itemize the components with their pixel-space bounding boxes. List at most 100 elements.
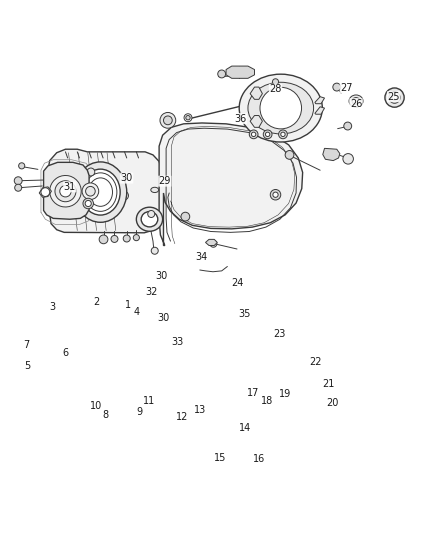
Polygon shape xyxy=(159,123,302,246)
Text: 28: 28 xyxy=(269,84,281,94)
Circle shape xyxy=(148,211,154,217)
Circle shape xyxy=(180,212,189,221)
Text: 25: 25 xyxy=(387,92,399,102)
Text: 18: 18 xyxy=(260,396,272,406)
Ellipse shape xyxy=(60,185,71,197)
Ellipse shape xyxy=(136,207,162,231)
Text: 34: 34 xyxy=(194,252,207,262)
Ellipse shape xyxy=(150,187,158,192)
Ellipse shape xyxy=(49,175,81,207)
Circle shape xyxy=(343,122,351,130)
Text: 22: 22 xyxy=(309,357,321,367)
Text: 10: 10 xyxy=(90,401,102,410)
Text: 6: 6 xyxy=(62,348,68,358)
Ellipse shape xyxy=(351,98,359,104)
Ellipse shape xyxy=(239,74,321,142)
Circle shape xyxy=(217,70,225,78)
Text: 1: 1 xyxy=(124,300,131,310)
Circle shape xyxy=(270,189,280,200)
Text: 30: 30 xyxy=(155,271,167,281)
Circle shape xyxy=(123,235,130,242)
Circle shape xyxy=(111,236,118,243)
Text: 17: 17 xyxy=(247,389,259,398)
Polygon shape xyxy=(314,107,324,114)
Text: 15: 15 xyxy=(214,453,226,463)
Polygon shape xyxy=(322,148,339,160)
Circle shape xyxy=(14,184,21,191)
Polygon shape xyxy=(48,149,161,233)
Ellipse shape xyxy=(81,169,120,215)
Text: 30: 30 xyxy=(157,313,169,323)
Polygon shape xyxy=(43,163,89,219)
Circle shape xyxy=(272,79,278,85)
Circle shape xyxy=(280,132,285,136)
Text: 14: 14 xyxy=(238,423,251,433)
Polygon shape xyxy=(250,87,262,99)
Text: 2: 2 xyxy=(93,297,99,308)
Text: 31: 31 xyxy=(64,182,76,192)
Circle shape xyxy=(285,150,293,159)
Text: 9: 9 xyxy=(137,407,143,417)
Circle shape xyxy=(83,198,93,209)
Text: 8: 8 xyxy=(102,410,109,421)
Circle shape xyxy=(278,130,287,139)
Text: 3: 3 xyxy=(49,302,55,312)
Ellipse shape xyxy=(391,95,396,100)
Text: 4: 4 xyxy=(133,308,139,318)
Polygon shape xyxy=(205,239,217,246)
Text: 27: 27 xyxy=(339,83,352,93)
Circle shape xyxy=(249,130,258,139)
Circle shape xyxy=(14,177,22,184)
Text: 5: 5 xyxy=(24,361,30,372)
Text: 24: 24 xyxy=(231,278,244,288)
Circle shape xyxy=(133,235,139,241)
Circle shape xyxy=(332,83,340,91)
Text: 29: 29 xyxy=(158,176,170,186)
Ellipse shape xyxy=(348,95,362,107)
Polygon shape xyxy=(226,66,254,78)
Circle shape xyxy=(99,235,108,244)
Ellipse shape xyxy=(259,87,301,129)
Text: 11: 11 xyxy=(142,396,154,406)
Circle shape xyxy=(184,114,191,122)
Polygon shape xyxy=(250,116,262,127)
Text: 33: 33 xyxy=(171,337,184,347)
Text: 30: 30 xyxy=(120,173,133,183)
Text: 36: 36 xyxy=(234,114,246,124)
Ellipse shape xyxy=(74,162,127,222)
Text: 16: 16 xyxy=(252,454,265,464)
Polygon shape xyxy=(314,96,324,104)
Circle shape xyxy=(185,116,190,120)
Polygon shape xyxy=(39,187,51,197)
Circle shape xyxy=(163,116,172,125)
Circle shape xyxy=(209,240,216,247)
Ellipse shape xyxy=(384,88,403,107)
Circle shape xyxy=(18,163,25,169)
Text: 23: 23 xyxy=(273,329,286,340)
Circle shape xyxy=(41,188,49,197)
Circle shape xyxy=(263,130,272,139)
Text: 21: 21 xyxy=(321,379,333,389)
Text: 12: 12 xyxy=(176,413,188,423)
Text: 7: 7 xyxy=(23,340,29,350)
Circle shape xyxy=(85,200,91,207)
Circle shape xyxy=(151,247,158,254)
Circle shape xyxy=(342,154,353,164)
Text: 35: 35 xyxy=(238,309,251,319)
Text: 32: 32 xyxy=(145,287,158,297)
Circle shape xyxy=(120,191,128,200)
Circle shape xyxy=(251,132,255,136)
Ellipse shape xyxy=(85,187,95,196)
Ellipse shape xyxy=(55,181,76,201)
Ellipse shape xyxy=(247,82,313,134)
Text: 13: 13 xyxy=(193,405,205,415)
Text: 26: 26 xyxy=(349,99,361,109)
Circle shape xyxy=(265,132,269,136)
Text: 20: 20 xyxy=(325,398,338,408)
Text: 19: 19 xyxy=(279,389,290,399)
Circle shape xyxy=(87,168,95,176)
Circle shape xyxy=(272,192,278,197)
Ellipse shape xyxy=(388,92,399,103)
Ellipse shape xyxy=(141,212,157,227)
Circle shape xyxy=(159,112,175,128)
